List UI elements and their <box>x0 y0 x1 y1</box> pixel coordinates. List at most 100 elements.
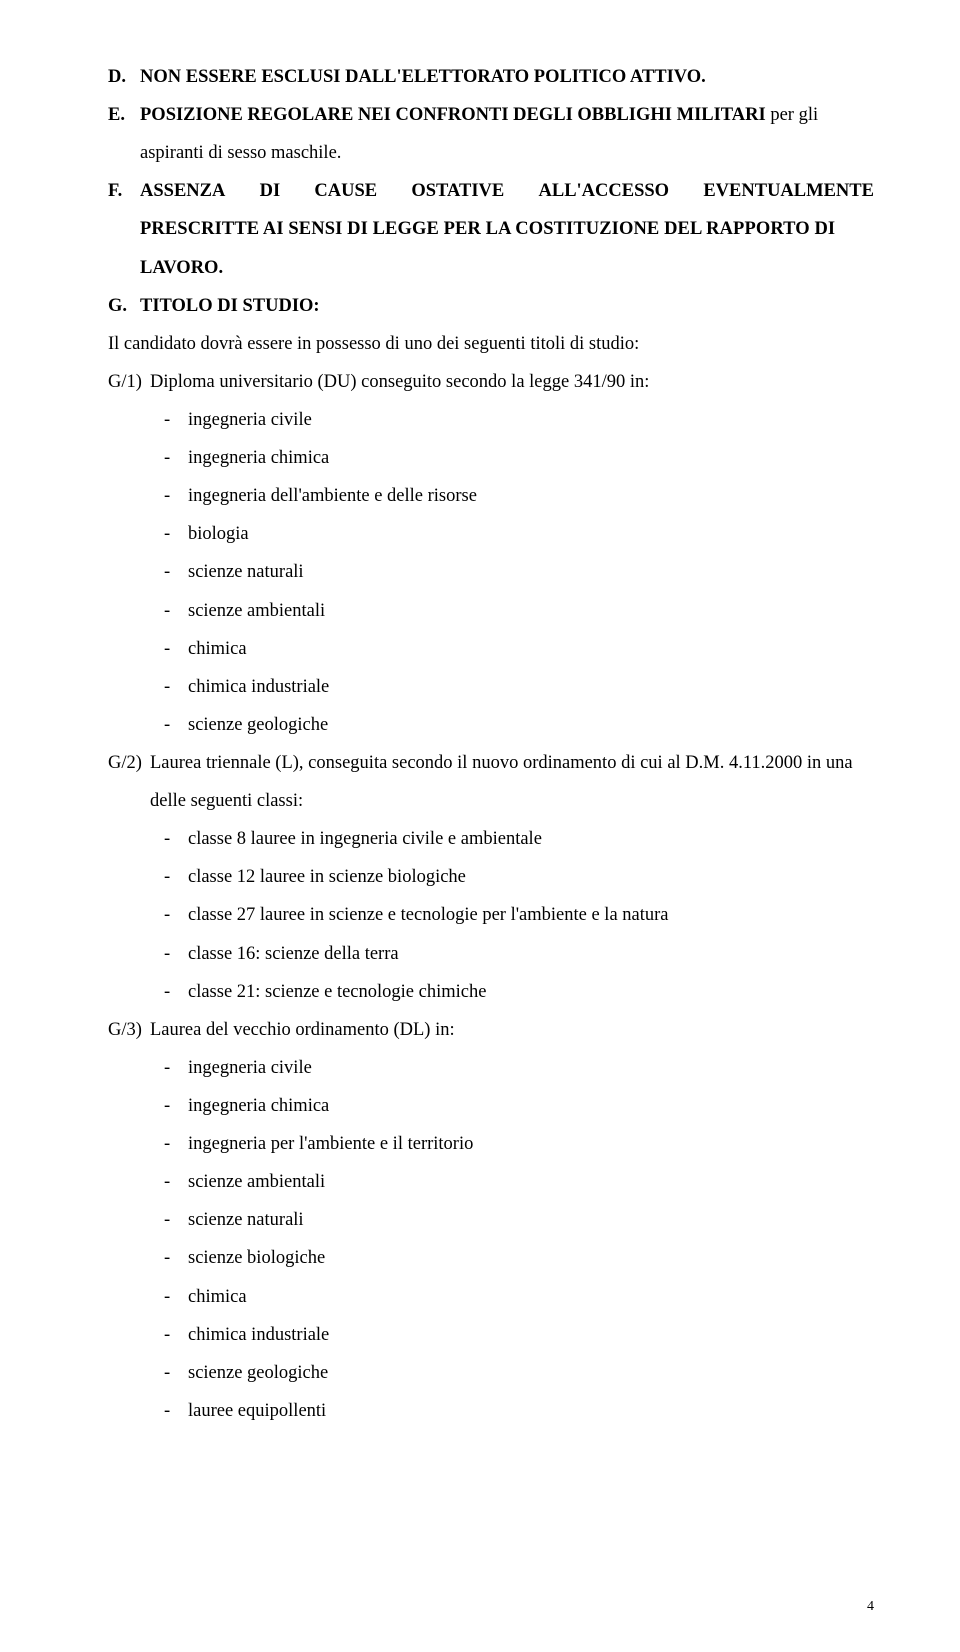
g1-item: -ingegneria chimica <box>108 439 874 477</box>
item-g1-text: Diploma universitario (DU) conseguito se… <box>150 363 874 401</box>
dash-marker: - <box>164 401 188 439</box>
g2-item-text: classe 12 lauree in scienze biologiche <box>188 858 874 896</box>
dash-marker: - <box>164 1278 188 1316</box>
g2-item: -classe 16: scienze della terra <box>108 935 874 973</box>
g3-item: -scienze biologiche <box>108 1239 874 1277</box>
item-e-lead: POSIZIONE REGOLARE NEI CONFRONTI DEGLI O… <box>140 105 766 125</box>
dash-marker: - <box>164 896 188 934</box>
g3-item: -scienze geologiche <box>108 1354 874 1392</box>
g2-item-text: classe 21: scienze e tecnologie chimiche <box>188 973 874 1011</box>
item-e-body: POSIZIONE REGOLARE NEI CONFRONTI DEGLI O… <box>140 96 874 134</box>
dash-marker: - <box>164 668 188 706</box>
item-f-line1: ASSENZA DI CAUSE OSTATIVE ALL'ACCESSO EV… <box>140 172 874 210</box>
dash-marker: - <box>164 515 188 553</box>
g1-item-text: chimica industriale <box>188 668 874 706</box>
g3-item-text: lauree equipollenti <box>188 1392 874 1430</box>
item-g2-marker: G/2) <box>108 744 150 782</box>
dash-marker: - <box>164 553 188 591</box>
g2-item: -classe 8 lauree in ingegneria civile e … <box>108 820 874 858</box>
item-f-cont1: PRESCRITTE AI SENSI DI LEGGE PER LA COST… <box>108 210 874 248</box>
item-e: E. POSIZIONE REGOLARE NEI CONFRONTI DEGL… <box>108 96 874 134</box>
item-e-tail2: aspiranti di sesso maschile. <box>140 134 874 172</box>
item-d-marker: D. <box>108 58 140 96</box>
dash-marker: - <box>164 1316 188 1354</box>
g1-item: -ingegneria dell'ambiente e delle risors… <box>108 477 874 515</box>
item-d-text: NON ESSERE ESCLUSI DALL'ELETTORATO POLIT… <box>140 58 874 96</box>
dash-marker: - <box>164 1049 188 1087</box>
g1-item: -chimica <box>108 630 874 668</box>
item-g3-marker: G/3) <box>108 1011 150 1049</box>
item-e-cont: aspiranti di sesso maschile. <box>108 134 874 172</box>
item-f: F. ASSENZA DI CAUSE OSTATIVE ALL'ACCESSO… <box>108 172 874 210</box>
g3-item-text: ingegneria civile <box>188 1049 874 1087</box>
dash-marker: - <box>164 1163 188 1201</box>
g2-item-text: classe 27 lauree in scienze e tecnologie… <box>188 896 874 934</box>
g1-item-text: scienze ambientali <box>188 592 874 630</box>
item-g2-line2: delle seguenti classi: <box>108 782 874 820</box>
dash-marker: - <box>164 1125 188 1163</box>
item-f-marker: F. <box>108 172 140 210</box>
g3-item-text: scienze naturali <box>188 1201 874 1239</box>
item-g2-list: -classe 8 lauree in ingegneria civile e … <box>108 820 874 1011</box>
g3-item-text: scienze geologiche <box>188 1354 874 1392</box>
g1-item: -biologia <box>108 515 874 553</box>
g3-item: -ingegneria civile <box>108 1049 874 1087</box>
g3-item: -scienze ambientali <box>108 1163 874 1201</box>
dash-marker: - <box>164 706 188 744</box>
item-g2: G/2) Laurea triennale (L), conseguita se… <box>108 744 874 782</box>
dash-marker: - <box>164 1392 188 1430</box>
dash-marker: - <box>164 1239 188 1277</box>
item-g3: G/3) Laurea del vecchio ordinamento (DL)… <box>108 1011 874 1049</box>
item-g3-text: Laurea del vecchio ordinamento (DL) in: <box>150 1011 874 1049</box>
item-g1-list: -ingegneria civile-ingegneria chimica-in… <box>108 401 874 744</box>
g3-item: -lauree equipollenti <box>108 1392 874 1430</box>
dash-marker: - <box>164 858 188 896</box>
dash-marker: - <box>164 477 188 515</box>
g1-item: -scienze ambientali <box>108 592 874 630</box>
item-e-tail1: per gli <box>766 105 818 125</box>
g3-item-text: ingegneria chimica <box>188 1087 874 1125</box>
g1-item-text: ingegneria chimica <box>188 439 874 477</box>
item-g1-marker: G/1) <box>108 363 150 401</box>
g1-item: -chimica industriale <box>108 668 874 706</box>
item-e-marker: E. <box>108 96 140 134</box>
dash-marker: - <box>164 592 188 630</box>
dash-marker: - <box>164 1201 188 1239</box>
dash-marker: - <box>164 439 188 477</box>
g2-item: -classe 12 lauree in scienze biologiche <box>108 858 874 896</box>
item-f-cont2: LAVORO. <box>108 249 874 287</box>
g2-item-text: classe 8 lauree in ingegneria civile e a… <box>188 820 874 858</box>
document-page: D. NON ESSERE ESCLUSI DALL'ELETTORATO PO… <box>0 0 960 1652</box>
item-f-line3: LAVORO. <box>140 249 874 287</box>
g3-item-text: scienze biologiche <box>188 1239 874 1277</box>
dash-marker: - <box>164 820 188 858</box>
g3-item: -ingegneria chimica <box>108 1087 874 1125</box>
g1-item-text: ingegneria civile <box>188 401 874 439</box>
item-f-line2: PRESCRITTE AI SENSI DI LEGGE PER LA COST… <box>140 210 874 248</box>
g3-item: -ingegneria per l'ambiente e il territor… <box>108 1125 874 1163</box>
dash-marker: - <box>164 630 188 668</box>
g3-item-text: scienze ambientali <box>188 1163 874 1201</box>
g2-item-text: classe 16: scienze della terra <box>188 935 874 973</box>
item-g-title: TITOLO DI STUDIO: <box>140 287 874 325</box>
g2-item: -classe 21: scienze e tecnologie chimich… <box>108 973 874 1011</box>
g2-item: -classe 27 lauree in scienze e tecnologi… <box>108 896 874 934</box>
item-g2-line1: Laurea triennale (L), conseguita secondo… <box>150 744 874 782</box>
g1-item: -scienze naturali <box>108 553 874 591</box>
g3-item-text: ingegneria per l'ambiente e il territori… <box>188 1125 874 1163</box>
item-g-intro: Il candidato dovrà essere in possesso di… <box>108 325 874 363</box>
g3-item: -chimica <box>108 1278 874 1316</box>
g1-item-text: scienze naturali <box>188 553 874 591</box>
dash-marker: - <box>164 973 188 1011</box>
g1-item-text: chimica <box>188 630 874 668</box>
g3-item-text: chimica <box>188 1278 874 1316</box>
item-g3-list: -ingegneria civile-ingegneria chimica-in… <box>108 1049 874 1430</box>
g3-item: -scienze naturali <box>108 1201 874 1239</box>
dash-marker: - <box>164 935 188 973</box>
dash-marker: - <box>164 1087 188 1125</box>
item-g1: G/1) Diploma universitario (DU) consegui… <box>108 363 874 401</box>
item-g-marker: G. <box>108 287 140 325</box>
g3-item: -chimica industriale <box>108 1316 874 1354</box>
dash-marker: - <box>164 1354 188 1392</box>
g1-item-text: scienze geologiche <box>188 706 874 744</box>
